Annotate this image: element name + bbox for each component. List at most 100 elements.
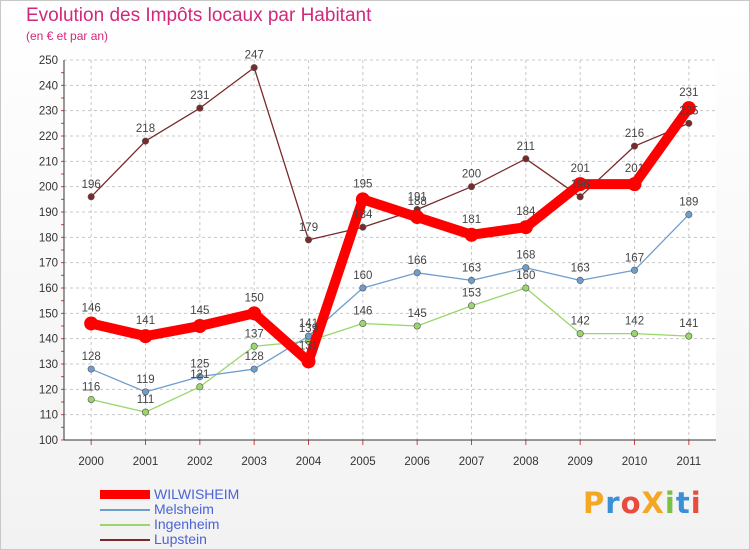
data-label-melsheim-2001: 119 <box>136 374 154 386</box>
point-wilwisheim-2009 <box>573 177 588 192</box>
data-label-wilwisheim-2005: 195 <box>353 178 372 190</box>
logo-letter: r <box>605 486 621 520</box>
legend-label-wilwisheim: WILWISHEIM <box>154 486 240 502</box>
point-wilwisheim-2006 <box>410 210 425 225</box>
data-label-ingenheim-2011: 141 <box>679 318 698 330</box>
data-label-wilwisheim-2001: 141 <box>136 315 155 327</box>
data-label-wilwisheim-2011: 231 <box>679 87 698 99</box>
point-ingenheim-2006 <box>413 322 421 330</box>
point-ingenheim-2011 <box>685 332 693 340</box>
point-lupstein-2005 <box>359 223 367 231</box>
series-line-melsheim <box>90 213 690 393</box>
y-tick-label-130: 130 <box>39 359 58 371</box>
data-label-lupstein-2003: 247 <box>245 50 264 62</box>
data-label-wilwisheim-2006: 188 <box>408 196 427 208</box>
point-lupstein-2008 <box>522 155 530 163</box>
point-melsheim-2009 <box>576 276 584 284</box>
series-line-wilwisheim <box>86 103 694 367</box>
point-ingenheim-2008 <box>522 284 530 292</box>
point-ingenheim-2005 <box>359 319 367 327</box>
point-melsheim-2005 <box>359 284 367 292</box>
point-ingenheim-2001 <box>142 408 150 416</box>
data-label-melsheim-2008: 168 <box>516 250 535 262</box>
point-melsheim-2001 <box>142 388 150 396</box>
y-tick-label-210: 210 <box>39 156 58 168</box>
data-label-ingenheim-2000: 116 <box>82 381 100 393</box>
x-tick-label-2007: 2007 <box>459 456 485 468</box>
point-melsheim-2003 <box>250 365 258 373</box>
point-ingenheim-2000 <box>87 395 95 403</box>
point-lupstein-2011 <box>685 119 693 127</box>
proxiti-logo: ProXiti <box>583 486 702 520</box>
point-ingenheim-2002 <box>196 383 204 391</box>
x-tick-label-2004: 2004 <box>296 456 322 468</box>
point-melsheim-2006 <box>413 269 421 277</box>
series-layer <box>84 64 696 416</box>
y-tick-label-110: 110 <box>40 410 58 422</box>
data-label-melsheim-2005: 160 <box>353 270 372 282</box>
legend-label-ingenheim: Ingenheim <box>154 516 220 532</box>
data-label-lupstein-2006: 191 <box>408 191 427 203</box>
legend-label-lupstein: Lupstein <box>154 531 207 547</box>
point-ingenheim-2009 <box>576 330 584 338</box>
data-label-lupstein-2008: 211 <box>517 141 535 153</box>
point-wilwisheim-2004 <box>301 354 316 369</box>
data-label-melsheim-2007: 163 <box>462 262 481 274</box>
x-tick-label-2000: 2000 <box>78 456 104 468</box>
data-label-lupstein-2011: 225 <box>679 105 698 117</box>
data-label-wilwisheim-2007: 181 <box>462 214 481 226</box>
point-ingenheim-2010 <box>630 330 638 338</box>
data-label-wilwisheim-2004: 131 <box>299 340 318 352</box>
legend-item-lupstein: Lupstein <box>100 531 320 547</box>
x-tick-label-2010: 2010 <box>622 456 648 468</box>
logo-letter: i <box>664 486 676 520</box>
chart-subtitle: (en € et par an) <box>26 29 109 43</box>
point-lupstein-2009 <box>576 193 584 201</box>
data-label-ingenheim-2005: 146 <box>353 305 372 317</box>
point-melsheim-2004 <box>304 332 312 340</box>
y-tick-label-190: 190 <box>39 207 58 219</box>
y-tick-label-240: 240 <box>39 80 58 92</box>
data-label-melsheim-2010: 167 <box>625 252 644 264</box>
logo-letter: t <box>675 486 691 520</box>
data-label-wilwisheim-2008: 184 <box>516 206 536 218</box>
data-label-lupstein-2004: 179 <box>299 222 318 234</box>
data-label-lupstein-2002: 231 <box>190 90 209 102</box>
logo-letter: i <box>690 486 702 520</box>
x-tick-label-2011: 2011 <box>676 456 701 468</box>
point-lupstein-2002 <box>196 104 204 112</box>
point-wilwisheim-2010 <box>627 177 642 192</box>
data-label-wilwisheim-2000: 146 <box>82 302 101 314</box>
legend-swatch-melsheim <box>100 509 150 511</box>
data-label-melsheim-2009: 163 <box>571 262 590 274</box>
axis-layer: 100 110 120 130 140 150 160 170 180 190 200 210 220 2… <box>39 55 716 468</box>
point-wilwisheim-2007 <box>464 227 479 242</box>
point-melsheim-2007 <box>467 276 475 284</box>
y-tick-label-220: 220 <box>39 131 58 143</box>
x-tick-label-2003: 2003 <box>241 456 267 468</box>
point-melsheim-2000 <box>87 365 95 373</box>
point-lupstein-2003 <box>250 64 258 72</box>
grid-layer <box>64 59 716 441</box>
point-lupstein-2004 <box>304 236 312 244</box>
y-tick-label-250: 250 <box>39 55 58 67</box>
series-line-ingenheim <box>90 287 690 413</box>
point-lupstein-2000 <box>87 193 95 201</box>
legend-swatch-wilwisheim <box>100 490 150 499</box>
data-label-ingenheim-2001: 111 <box>137 394 154 406</box>
data-label-ingenheim-2007: 153 <box>462 288 481 300</box>
data-label-ingenheim-2009: 142 <box>571 316 590 328</box>
y-tick-label-180: 180 <box>39 232 58 244</box>
legend-swatch-ingenheim <box>100 524 150 526</box>
data-label-melsheim-2002: 125 <box>190 359 209 371</box>
data-label-ingenheim-2010: 142 <box>625 316 644 328</box>
point-wilwisheim-2011 <box>681 101 696 116</box>
legend: WILWISHEIM Melsheim Ingenheim Lupstein <box>100 486 320 547</box>
data-label-lupstein-2000: 196 <box>82 179 101 191</box>
data-label-lupstein-2010: 216 <box>625 128 644 140</box>
point-wilwisheim-2008 <box>518 220 533 235</box>
data-label-ingenheim-2004: 139 <box>299 323 318 335</box>
logo-letter: X <box>641 486 665 520</box>
legend-label-melsheim: Melsheim <box>154 501 214 517</box>
x-tick-label-2005: 2005 <box>350 456 376 468</box>
